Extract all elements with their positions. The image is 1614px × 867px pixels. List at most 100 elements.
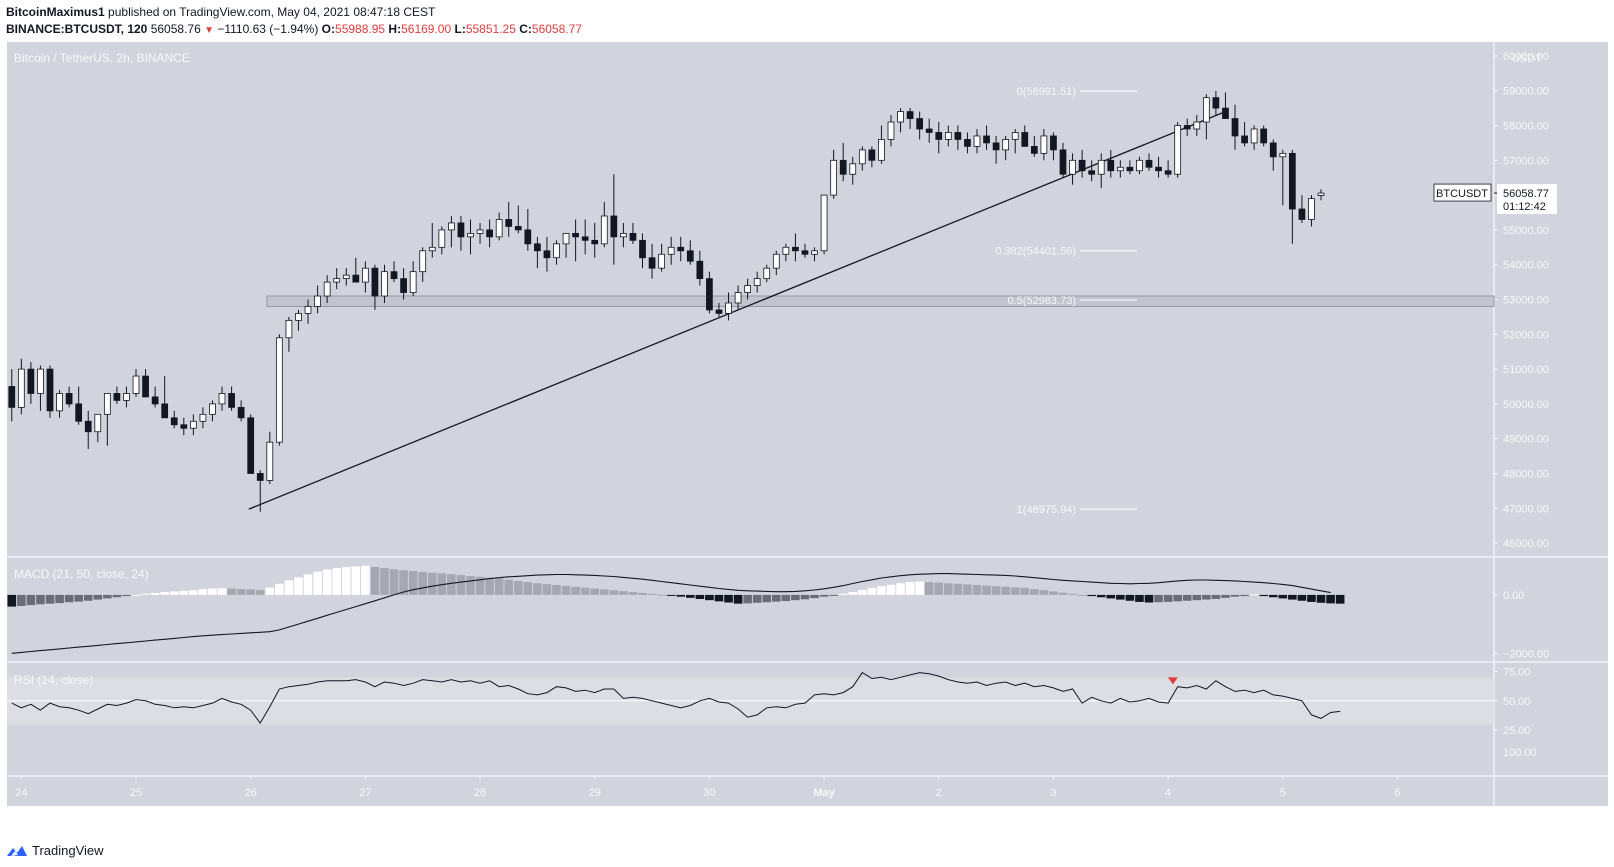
macd-histogram-bar (275, 583, 284, 595)
price-tick-label: 58000.00 (1503, 121, 1549, 133)
publish-line: BitcoinMaximus1 published on TradingView… (6, 5, 435, 19)
price-tick-label: 54000.00 (1503, 260, 1549, 272)
candle-body (753, 278, 761, 286)
candle-body (323, 281, 331, 297)
macd-histogram-bar (1182, 594, 1192, 601)
candle-body (123, 393, 130, 401)
support-zone (266, 295, 1495, 307)
candle-body (266, 441, 274, 481)
macd-histogram-bar (972, 585, 982, 595)
macd-histogram-bar (571, 586, 580, 595)
candle-body (763, 267, 771, 280)
macd-histogram-bar (1297, 594, 1307, 601)
macd-histogram-bar (676, 594, 686, 597)
macd-histogram-bar (580, 587, 590, 595)
macd-histogram-bar (1135, 594, 1144, 602)
rsi-tick-label: 100.00 (1503, 747, 1537, 759)
macd-histogram-bar (1249, 594, 1259, 596)
macd-histogram-bar (475, 576, 485, 595)
candle-body (275, 337, 283, 443)
macd-tick-label: −2000.00 (1503, 648, 1549, 660)
macd-histogram-bar (781, 594, 791, 602)
macd-histogram-bar (533, 583, 542, 595)
candle-body (1155, 166, 1162, 172)
price-tick-label: 59000.00 (1503, 86, 1549, 98)
candle-body (849, 163, 857, 175)
candle-body (973, 135, 981, 147)
bearish-divergence-marker (1167, 677, 1178, 685)
candle-body (46, 368, 54, 412)
candle-body (667, 246, 675, 255)
price-tick-label: 55000.00 (1503, 225, 1549, 237)
candle-body (457, 222, 465, 238)
macd-histogram-bar (494, 578, 504, 595)
candle-body (562, 232, 570, 245)
price-tick-label: 53000.00 (1503, 295, 1549, 307)
candle-body (878, 139, 885, 161)
macd-histogram-bar (351, 566, 361, 595)
tradingview-logo[interactable]: TradingView (6, 843, 104, 858)
candle-body (916, 118, 924, 130)
candle-body (409, 271, 417, 293)
candle-body (782, 246, 790, 255)
candle-body (1107, 159, 1115, 172)
candle-body (228, 393, 235, 408)
candle-body (553, 243, 560, 259)
candle-body (964, 139, 971, 147)
candle-body (801, 250, 809, 255)
candle-body (113, 393, 121, 401)
candle-body (514, 226, 522, 231)
price-change: −1110.63 (−1.94%) (217, 22, 319, 36)
macd-histogram-bar (236, 589, 246, 595)
candle-body (495, 219, 503, 238)
macd-histogram-bar (647, 593, 657, 595)
macd-histogram-bar (1001, 586, 1010, 595)
macd-histogram-bar (810, 594, 819, 599)
macd-histogram-bar (294, 577, 303, 595)
macd-histogram-bar (1106, 594, 1116, 599)
candle-body (839, 159, 847, 175)
macd-histogram-bar (867, 587, 877, 595)
symbol-tag (1433, 183, 1492, 202)
macd-histogram-bar (1049, 591, 1058, 595)
candle-body (696, 260, 704, 280)
macd-histogram-bar (1163, 594, 1173, 602)
candle-body (256, 473, 264, 481)
candle-body (218, 393, 226, 405)
candle-body (600, 215, 608, 245)
candle-body (27, 368, 35, 394)
candle-body (1193, 121, 1201, 130)
macd-histogram-bar (1030, 589, 1039, 595)
rsi-tick-label: 75.00 (1503, 666, 1531, 678)
candle-body (199, 413, 207, 422)
macd-histogram-bar (122, 594, 131, 597)
macd-histogram-bar (1307, 594, 1316, 602)
macd-histogram-bar (772, 594, 781, 602)
candle-body (285, 319, 293, 339)
candle-body (476, 229, 484, 234)
rsi-line (11, 671, 1341, 725)
candle-body (180, 424, 188, 429)
macd-histogram-bar (17, 594, 26, 606)
rsi-tick-label: 50.00 (1503, 696, 1531, 708)
macd-histogram-bar (313, 571, 322, 595)
candle-body (610, 215, 618, 238)
time-tick-label: 6 (1394, 787, 1400, 799)
candle-body (581, 236, 589, 241)
macd-histogram-bar (83, 594, 93, 601)
last-price: 56058.76 (150, 22, 201, 36)
macd-histogram-bar (1230, 594, 1240, 597)
candle-body (333, 278, 341, 283)
candle-body (1164, 170, 1172, 175)
macd-histogram-bar (361, 565, 370, 595)
macd-histogram-bar (886, 584, 896, 595)
candle-body (1231, 118, 1239, 137)
macd-histogram-bar (45, 594, 55, 604)
macd-histogram-bar (1221, 594, 1230, 598)
author-name[interactable]: BitcoinMaximus1 (6, 5, 105, 19)
candle-body (725, 302, 732, 314)
fib-level-label: 0.5(52983.73) (1008, 295, 1077, 307)
macd-histogram-bar (322, 569, 332, 595)
macd-histogram-bar (896, 583, 905, 595)
